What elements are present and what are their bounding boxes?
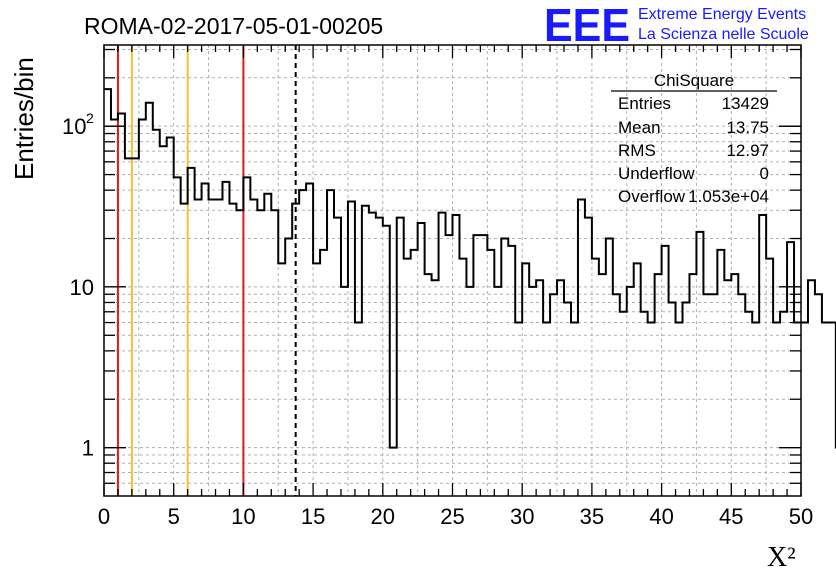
stats-title: ChiSquare: [654, 71, 734, 90]
y-tick-label: 10: [62, 114, 86, 139]
x-axis-label: X²: [767, 542, 796, 572]
y-tick-label: 1: [82, 436, 94, 461]
logo-subtitle-2: La Scienza nelle Scuole: [638, 26, 809, 43]
stats-value-entries: 13429: [722, 94, 769, 113]
x-tick-label: 35: [580, 504, 604, 529]
x-tick-label: 50: [789, 504, 813, 529]
stats-label-mean: Mean: [618, 118, 661, 137]
x-tick-label: 40: [649, 504, 673, 529]
histogram-line: [104, 88, 836, 449]
stats-label-overflow: Overflow: [618, 187, 686, 206]
x-tick-label: 25: [440, 504, 464, 529]
stats-value-rms: 12.97: [726, 141, 769, 160]
x-tick-label: 5: [168, 504, 180, 529]
x-tick-label: 15: [301, 504, 325, 529]
x-tick-label: 45: [719, 504, 743, 529]
stats-label-underflow: Underflow: [618, 164, 695, 183]
x-tick-labels: 0 5 10 15 20 25 30 35 40 45 50: [98, 504, 813, 529]
stats-value-overflow: 1.053e+04: [688, 187, 769, 206]
stats-label-entries: Entries: [618, 94, 671, 113]
y-axis-label: Entries/bin: [9, 57, 39, 180]
axis-ticks: [103, 45, 802, 496]
stats-value-underflow: 0: [760, 164, 769, 183]
stats-label-rms: RMS: [618, 141, 656, 160]
x-tick-label: 20: [371, 504, 395, 529]
x-tick-label: 10: [231, 504, 255, 529]
y-tick-label-exponent: 2: [86, 110, 94, 126]
eee-logo: EEE: [544, 0, 630, 51]
stats-box: ChiSquare Entries 13429 Mean 13.75 RMS 1…: [611, 71, 777, 206]
histogram-series: [104, 88, 836, 449]
run-title: ROMA-02-2017-05-01-00205: [84, 13, 383, 39]
reference-lines: [116, 45, 297, 496]
y-tick-label: 10: [70, 275, 94, 300]
stats-value-mean: 13.75: [726, 118, 769, 137]
logo-subtitle-1: Extreme Energy Events: [638, 6, 806, 23]
x-tick-label: 30: [510, 504, 534, 529]
x-tick-label: 0: [98, 504, 110, 529]
